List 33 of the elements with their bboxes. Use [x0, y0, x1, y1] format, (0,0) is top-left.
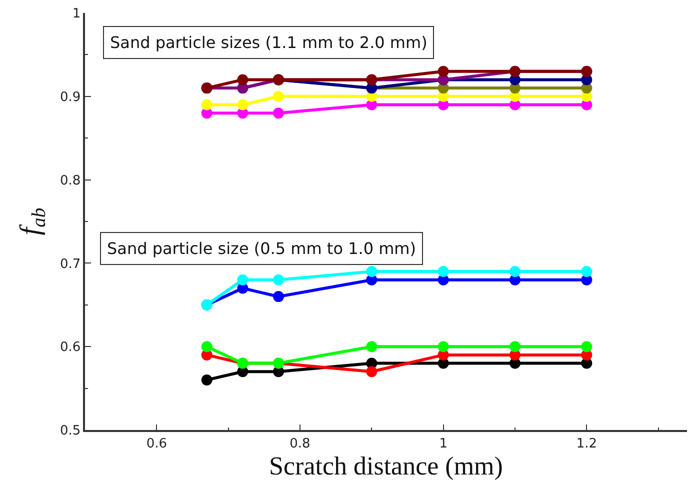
point — [273, 291, 284, 302]
point — [438, 66, 449, 77]
point — [201, 99, 212, 110]
point — [273, 108, 284, 119]
y-tick-label: 0.8 — [60, 173, 81, 188]
x-axis-title: Scratch distance (mm) — [269, 452, 503, 481]
point — [438, 266, 449, 278]
x-tick-label: 1.2 — [576, 436, 598, 452]
point — [581, 266, 592, 278]
y-tick-label: 1 — [72, 6, 81, 22]
point — [237, 99, 248, 110]
point — [237, 74, 248, 86]
x-tick-label: 1 — [439, 436, 448, 452]
point — [366, 266, 378, 278]
point — [438, 341, 449, 352]
point — [510, 341, 520, 352]
point — [201, 374, 212, 386]
y-tick-label: 0.6 — [60, 340, 81, 356]
x-tick-label: 0.6 — [146, 436, 168, 452]
point — [366, 341, 378, 352]
point — [201, 341, 212, 352]
x-tick-label: 0.8 — [290, 436, 310, 452]
point — [237, 274, 248, 286]
y-tick-label: 0.9 — [60, 90, 81, 105]
annotation: Sand particle size (0.5 mm to 1.0 mm) — [107, 239, 416, 258]
y-tick-label: 0.7 — [60, 256, 81, 272]
point — [273, 274, 284, 286]
point — [366, 366, 378, 378]
point — [581, 341, 592, 352]
point — [510, 266, 520, 278]
annotation: Sand particle sizes (1.1 mm to 2.0 mm) — [110, 33, 428, 52]
point — [273, 90, 284, 102]
y-tick-label: 0.5 — [60, 424, 81, 439]
